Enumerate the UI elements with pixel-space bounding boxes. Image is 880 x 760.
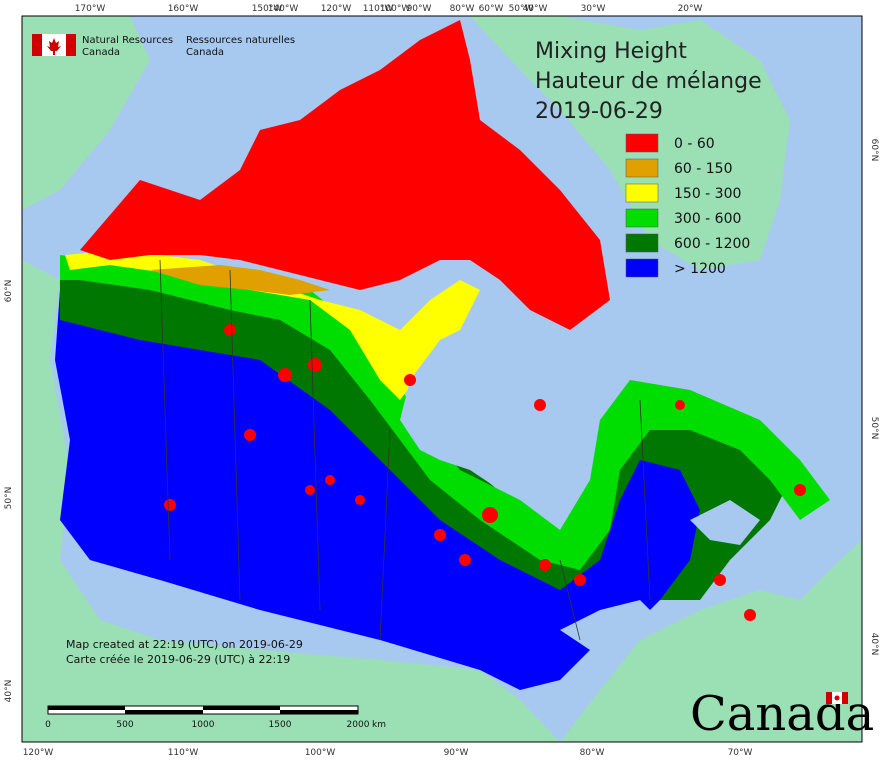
zone-300-600 <box>60 255 830 570</box>
map-date: 2019-06-29 <box>535 99 663 124</box>
graticule-label: 50°W <box>509 4 534 14</box>
nrcan-logo: Natural Resources Canada Ressources natu… <box>32 34 295 58</box>
graticule-label: 60°W <box>479 4 504 14</box>
province-boundaries <box>159 259 651 641</box>
graticule-label: 80°W <box>450 4 475 14</box>
legend-swatch <box>625 233 659 253</box>
legend: 0 - 60 60 - 150 150 - 300 300 - 600 600 - 12… <box>625 133 750 278</box>
scale-label: 2000 <box>347 720 370 730</box>
legend-swatch <box>625 183 659 203</box>
legend-swatch <box>625 208 659 228</box>
graticule-label: 110°W <box>363 4 394 14</box>
graticule-right: 60°N 50°N 40°N <box>869 139 879 656</box>
great-lakes <box>560 600 660 650</box>
scale-bar: 0 500 1000 1500 2000 km <box>45 705 386 730</box>
nrcan-en-line2: Canada <box>82 47 120 58</box>
legend-label: 150 - 300 <box>674 186 741 202</box>
scale-label: 1500 <box>269 720 292 730</box>
maple-leaf-mini-icon <box>834 695 840 701</box>
legend-label: 60 - 150 <box>674 161 733 177</box>
zone-60-150 <box>150 265 330 295</box>
graticule-label: 80°W <box>580 748 605 758</box>
graticule-label: 60°N <box>4 280 14 303</box>
graticule-label: 70°W <box>728 748 753 758</box>
nrcan-fr-line1: Ressources naturelles <box>186 35 295 46</box>
graticule-left: 60°N 50°N 40°N <box>4 280 14 703</box>
hotspots <box>164 324 806 621</box>
map-title-en: Mixing Height <box>535 39 687 64</box>
graticule-label: 110°W <box>168 748 199 758</box>
canada-wordmark: Canada <box>690 686 874 742</box>
graticule-label: 100°W <box>305 748 336 758</box>
graticule-label: 90°W <box>407 4 432 14</box>
scale-label: 0 <box>45 720 51 730</box>
legend-swatch <box>625 158 659 178</box>
zone-0-60 <box>80 20 610 330</box>
graticule-label: 40°W <box>523 4 548 14</box>
flag-bar-right <box>66 34 76 56</box>
hudson-bay <box>400 320 560 500</box>
gulf-st-lawrence <box>690 500 760 545</box>
nrcan-fr-line2: Canada <box>186 47 224 58</box>
created-note-en: Map created at 22:19 (UTC) on 2019-06-29 <box>66 638 303 651</box>
map-title-fr: Hauteur de mélange <box>535 69 762 94</box>
legend-swatch <box>625 133 659 153</box>
graticule-label: 90°W <box>444 748 469 758</box>
nrcan-en-line1: Natural Resources <box>82 35 173 46</box>
graticule-label: 40°N <box>869 633 879 656</box>
graticule-label: 60°N <box>869 139 879 162</box>
zone-150-300 <box>65 250 480 400</box>
graticule-label: 170°W <box>75 4 106 14</box>
legend-label: 300 - 600 <box>674 211 741 227</box>
graticule-label: 50°N <box>4 487 14 510</box>
map-border <box>21 15 863 743</box>
graticule-label: 140°W <box>268 4 299 14</box>
legend-swatch <box>625 258 659 278</box>
graticule-label: 100°W <box>380 4 411 14</box>
graticule-bottom: 120°W 110°W 100°W 90°W 80°W 70°W <box>23 748 753 758</box>
graticule-label: 20°W <box>678 4 703 14</box>
scale-label: 500 <box>116 720 133 730</box>
graticule-label: 120°W <box>23 748 54 758</box>
legend-label: 0 - 60 <box>674 136 715 152</box>
legend-label: > 1200 <box>674 261 726 277</box>
created-note-fr: Carte créée le 2019-06-29 (UTC) à 22:19 <box>66 653 290 666</box>
maple-leaf-icon <box>47 38 61 55</box>
graticule-label: 120°W <box>321 4 352 14</box>
graticule-label: 40°N <box>4 680 14 703</box>
graticule-label: 160°W <box>168 4 199 14</box>
graticule-label: 30°W <box>581 4 606 14</box>
scale-label: 1000 <box>192 720 215 730</box>
graticule-label: 50°N <box>869 417 879 440</box>
graticule-label: 150°W <box>252 4 283 14</box>
scale-unit: km <box>372 720 386 730</box>
flag-bar-left <box>32 34 42 56</box>
legend-label: 600 - 1200 <box>674 236 750 252</box>
